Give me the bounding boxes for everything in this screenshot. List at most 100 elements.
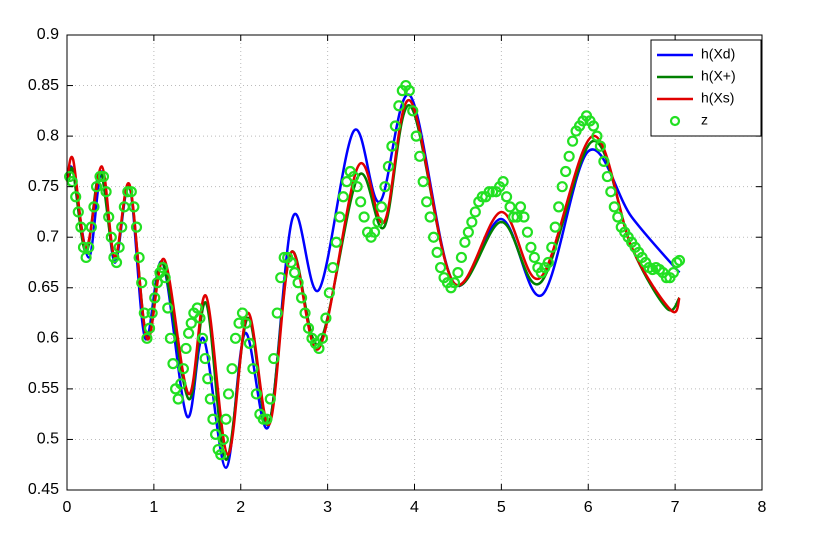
marker (355, 196, 367, 208)
marker (337, 191, 349, 203)
marker (156, 261, 169, 274)
y-tick-label: 0.8 (37, 127, 59, 144)
marker (275, 272, 287, 284)
marker (351, 181, 363, 193)
marker (553, 201, 565, 213)
marker (199, 352, 211, 365)
marker (605, 186, 617, 198)
marker (330, 236, 342, 248)
marker (673, 254, 686, 267)
marker (567, 135, 579, 147)
marker (375, 201, 388, 213)
y-tick-label: 0.75 (28, 178, 59, 195)
marker (462, 226, 474, 238)
marker (594, 140, 607, 152)
marker (90, 181, 103, 193)
marker (105, 231, 117, 243)
marker (136, 277, 148, 289)
marker (518, 211, 530, 223)
x-tick-label: 6 (584, 499, 593, 516)
marker (348, 170, 360, 183)
marker (514, 201, 527, 213)
y-tick-label: 0.6 (37, 330, 59, 347)
marker (151, 277, 163, 289)
marker (476, 191, 488, 203)
marker (323, 287, 335, 299)
marker (159, 272, 171, 284)
marker (257, 413, 269, 425)
marker (382, 160, 395, 173)
marker (421, 196, 433, 208)
marker (556, 181, 568, 193)
marker (302, 322, 315, 334)
marker (292, 277, 304, 289)
legend-marker (669, 115, 681, 127)
marker (75, 221, 87, 233)
marker (407, 105, 419, 117)
marker (660, 272, 673, 284)
marker (452, 267, 464, 279)
x-tick-label: 2 (236, 499, 245, 516)
marker (85, 221, 97, 233)
axes: 0 1 2 3 4 5 6 7 8 0.45 0.5 0.55 0.6 0.65 0.7 0.75 0.8 0.8… (28, 26, 767, 516)
marker (327, 261, 339, 274)
marker (389, 120, 401, 132)
marker (528, 251, 540, 264)
marker (261, 413, 273, 425)
marker (295, 292, 308, 304)
marker (428, 231, 440, 243)
marker (448, 277, 461, 289)
marker (191, 302, 203, 314)
marker (511, 211, 523, 223)
marker (243, 337, 256, 349)
marker (66, 176, 78, 188)
legend-label: h(Xs) (701, 90, 734, 106)
legend: h(Xd) h(X+) h(Xs) z (650, 39, 762, 137)
marker (546, 241, 558, 253)
marker (207, 413, 219, 425)
marker (264, 393, 276, 405)
marker (172, 393, 184, 405)
marker (497, 176, 509, 188)
marker (601, 170, 613, 183)
marker (608, 201, 620, 213)
x-tick-label: 7 (671, 499, 680, 516)
marker (204, 393, 216, 405)
marker (236, 307, 249, 319)
marker (233, 317, 245, 329)
marker (410, 130, 422, 142)
marker (70, 191, 82, 203)
marker (196, 332, 209, 344)
legend-label: z (701, 112, 708, 128)
marker (278, 251, 290, 264)
marker (183, 327, 195, 339)
marker (180, 342, 192, 355)
marker (549, 221, 561, 233)
marker (598, 155, 610, 167)
marker (372, 216, 384, 228)
marker (403, 85, 415, 97)
marker (97, 170, 110, 183)
marker (299, 307, 311, 319)
marker (434, 261, 447, 274)
marker (250, 388, 262, 400)
marker (222, 388, 235, 400)
marker (341, 176, 353, 188)
marker (226, 363, 238, 375)
marker (285, 256, 297, 269)
x-tick-label: 4 (410, 499, 419, 516)
marker (202, 373, 214, 385)
marker (587, 120, 600, 132)
x-tick-label: 1 (149, 499, 158, 516)
marker (128, 201, 140, 213)
marker (358, 211, 370, 223)
marker (217, 433, 229, 446)
marker (612, 211, 624, 223)
marker (334, 211, 346, 223)
marker (386, 140, 398, 152)
marker (125, 186, 137, 198)
x-tick-label: 3 (323, 499, 332, 516)
marker (431, 246, 443, 258)
y-tick-label: 0.45 (28, 481, 59, 498)
marker (271, 307, 283, 319)
